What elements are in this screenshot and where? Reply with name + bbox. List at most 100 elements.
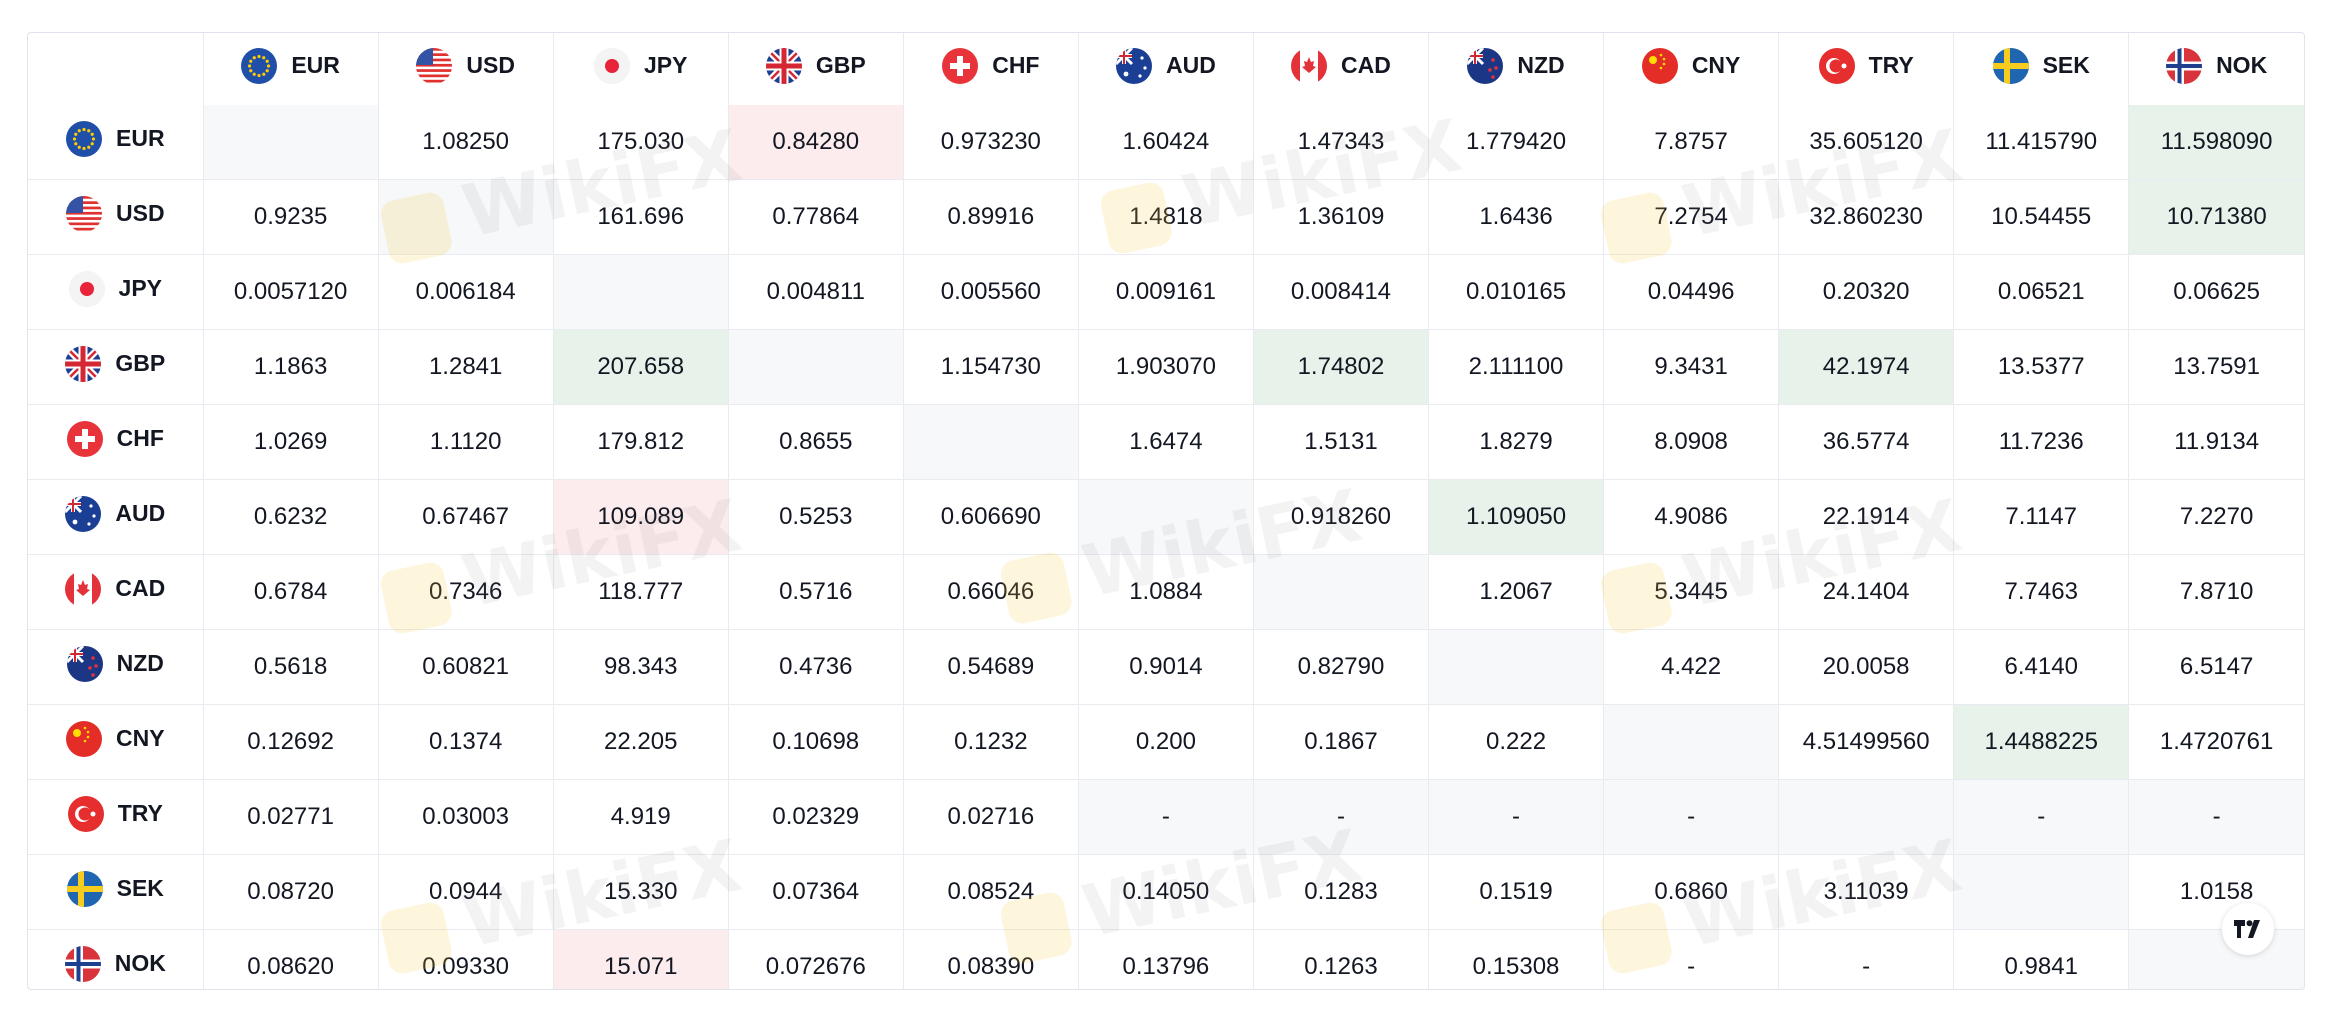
rate-cell[interactable]: 4.9086 xyxy=(1603,479,1780,555)
rate-cell[interactable]: 0.0057120 xyxy=(203,254,379,330)
rate-cell[interactable]: 0.66046 xyxy=(903,554,1079,630)
rate-cell[interactable]: 0.08524 xyxy=(903,854,1079,930)
rate-cell[interactable]: 0.973230 xyxy=(903,105,1079,180)
rate-cell[interactable]: - xyxy=(1603,779,1780,855)
rate-cell[interactable]: 0.67467 xyxy=(378,479,554,555)
column-header-cad[interactable]: CAD xyxy=(1253,33,1430,105)
rate-cell[interactable]: 11.415790 xyxy=(1953,105,2130,180)
rate-cell[interactable]: 0.009161 xyxy=(1078,254,1254,330)
row-header-nok[interactable]: NOK xyxy=(28,929,204,989)
rate-cell[interactable]: 0.200 xyxy=(1078,704,1254,780)
rate-cell[interactable]: 0.918260 xyxy=(1253,479,1430,555)
rate-cell[interactable]: 0.54689 xyxy=(903,629,1079,705)
rate-cell[interactable]: 1.8279 xyxy=(1428,404,1605,480)
rate-cell[interactable]: 0.1283 xyxy=(1253,854,1430,930)
rate-cell[interactable]: 0.60821 xyxy=(378,629,554,705)
row-header-aud[interactable]: AUD xyxy=(28,479,204,555)
rate-cell[interactable]: 6.4140 xyxy=(1953,629,2130,705)
rate-cell[interactable]: 13.7591 xyxy=(2128,329,2304,405)
rate-cell[interactable]: 0.20320 xyxy=(1778,254,1955,330)
rate-cell[interactable] xyxy=(1778,779,1955,855)
rate-cell[interactable]: - xyxy=(1603,929,1780,989)
column-header-eur[interactable]: EUR xyxy=(203,33,379,105)
rate-cell[interactable]: 22.205 xyxy=(553,704,729,780)
rate-cell[interactable]: 0.08620 xyxy=(203,929,379,989)
rate-cell[interactable]: 0.005560 xyxy=(903,254,1079,330)
rate-cell[interactable]: 0.13796 xyxy=(1078,929,1254,989)
rate-cell[interactable] xyxy=(1078,479,1254,555)
rate-cell[interactable]: 11.7236 xyxy=(1953,404,2130,480)
rate-cell[interactable]: 1.4818 xyxy=(1078,179,1254,255)
rate-cell[interactable]: 1.154730 xyxy=(903,329,1079,405)
rate-cell[interactable]: 10.54455 xyxy=(1953,179,2130,255)
rate-cell[interactable]: 1.08250 xyxy=(378,105,554,180)
rate-cell[interactable]: 118.777 xyxy=(553,554,729,630)
column-header-aud[interactable]: AUD xyxy=(1078,33,1254,105)
row-header-eur[interactable]: EUR xyxy=(28,105,204,180)
rate-cell[interactable] xyxy=(2128,929,2304,989)
rate-cell[interactable]: 1.4488225 xyxy=(1953,704,2130,780)
rate-cell[interactable]: 4.919 xyxy=(553,779,729,855)
rate-cell[interactable]: 98.343 xyxy=(553,629,729,705)
rate-cell[interactable]: 0.89916 xyxy=(903,179,1079,255)
rate-cell[interactable]: 0.6860 xyxy=(1603,854,1780,930)
rate-cell[interactable]: 22.1914 xyxy=(1778,479,1955,555)
rate-cell[interactable]: 0.82790 xyxy=(1253,629,1430,705)
rate-cell[interactable]: 1.60424 xyxy=(1078,105,1254,180)
rate-cell[interactable]: - xyxy=(1953,779,2130,855)
rate-cell[interactable]: 7.8757 xyxy=(1603,105,1780,180)
rate-cell[interactable]: 0.6232 xyxy=(203,479,379,555)
column-header-nzd[interactable]: NZD xyxy=(1428,33,1605,105)
rate-cell[interactable]: - xyxy=(1428,779,1605,855)
rate-cell[interactable]: 32.860230 xyxy=(1778,179,1955,255)
rate-cell[interactable]: 36.5774 xyxy=(1778,404,1955,480)
row-header-try[interactable]: TRY xyxy=(28,779,204,855)
rate-cell[interactable] xyxy=(378,179,554,255)
rate-cell[interactable]: 10.71380 xyxy=(2128,179,2304,255)
rate-cell[interactable]: 0.222 xyxy=(1428,704,1605,780)
rate-cell[interactable]: 0.08720 xyxy=(203,854,379,930)
rate-cell[interactable]: 3.11039 xyxy=(1778,854,1955,930)
rate-cell[interactable]: - xyxy=(1078,779,1254,855)
rate-cell[interactable] xyxy=(203,105,379,180)
rate-cell[interactable]: 0.008414 xyxy=(1253,254,1430,330)
rate-cell[interactable]: 179.812 xyxy=(553,404,729,480)
rate-cell[interactable]: 1.903070 xyxy=(1078,329,1254,405)
column-header-jpy[interactable]: JPY xyxy=(553,33,729,105)
row-header-nzd[interactable]: NZD xyxy=(28,629,204,705)
rate-cell[interactable]: 0.04496 xyxy=(1603,254,1780,330)
column-header-gbp[interactable]: GBP xyxy=(728,33,904,105)
row-header-cny[interactable]: CNY xyxy=(28,704,204,780)
rate-cell[interactable]: 1.6474 xyxy=(1078,404,1254,480)
row-header-chf[interactable]: CHF xyxy=(28,404,204,480)
rate-cell[interactable] xyxy=(1428,629,1605,705)
rate-cell[interactable]: 1.4720761 xyxy=(2128,704,2304,780)
rate-cell[interactable]: 1.36109 xyxy=(1253,179,1430,255)
row-header-usd[interactable]: USD xyxy=(28,179,204,255)
rate-cell[interactable]: 1.47343 xyxy=(1253,105,1430,180)
rate-cell[interactable]: 0.1867 xyxy=(1253,704,1430,780)
rate-cell[interactable]: 7.8710 xyxy=(2128,554,2304,630)
rate-cell[interactable] xyxy=(903,404,1079,480)
rate-cell[interactable]: 207.658 xyxy=(553,329,729,405)
rate-cell[interactable]: 7.7463 xyxy=(1953,554,2130,630)
rate-cell[interactable]: 8.0908 xyxy=(1603,404,1780,480)
rate-cell[interactable]: - xyxy=(2128,779,2304,855)
column-header-chf[interactable]: CHF xyxy=(903,33,1079,105)
rate-cell[interactable]: 11.9134 xyxy=(2128,404,2304,480)
rate-cell[interactable]: 1.1120 xyxy=(378,404,554,480)
rate-cell[interactable]: 0.0944 xyxy=(378,854,554,930)
rate-cell[interactable]: 1.0884 xyxy=(1078,554,1254,630)
row-header-cad[interactable]: CAD xyxy=(28,554,204,630)
rate-cell[interactable]: 0.8655 xyxy=(728,404,904,480)
rate-cell[interactable]: 0.1374 xyxy=(378,704,554,780)
rate-cell[interactable]: - xyxy=(1778,929,1955,989)
rate-cell[interactable]: 0.9014 xyxy=(1078,629,1254,705)
rate-cell[interactable]: 0.006184 xyxy=(378,254,554,330)
rate-cell[interactable]: 175.030 xyxy=(553,105,729,180)
rate-cell[interactable]: 0.12692 xyxy=(203,704,379,780)
rate-cell[interactable]: 0.9235 xyxy=(203,179,379,255)
rate-cell[interactable]: 42.1974 xyxy=(1778,329,1955,405)
rate-cell[interactable]: 0.1519 xyxy=(1428,854,1605,930)
rate-cell[interactable]: 1.109050 xyxy=(1428,479,1605,555)
